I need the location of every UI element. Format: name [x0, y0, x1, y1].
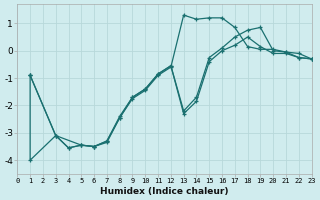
X-axis label: Humidex (Indice chaleur): Humidex (Indice chaleur)	[100, 187, 229, 196]
